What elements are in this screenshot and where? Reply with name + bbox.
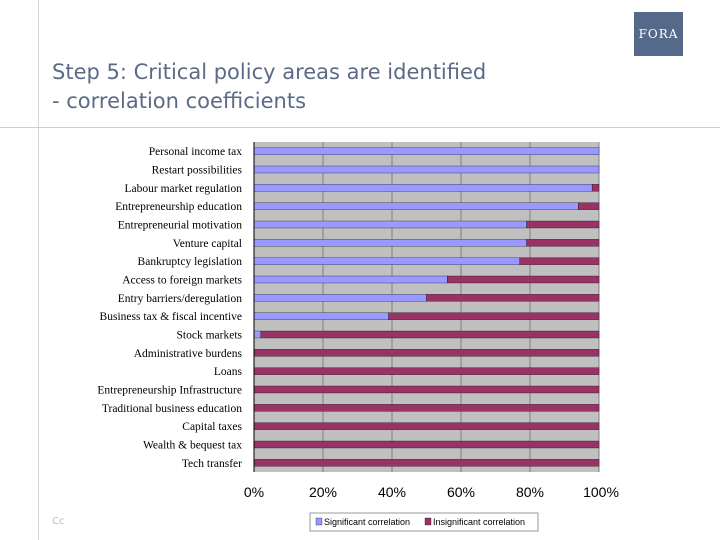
category-label-17: Tech transfer xyxy=(182,458,242,470)
left-divider xyxy=(38,0,39,540)
category-label-15: Capital taxes xyxy=(182,421,242,433)
bar-insignificant-6 xyxy=(519,257,600,265)
category-label-10: Stock markets xyxy=(177,330,243,342)
bar-insignificant-10 xyxy=(260,330,600,339)
bar-significant-5 xyxy=(253,239,527,247)
bar-significant-6 xyxy=(253,257,520,265)
bar-insignificant-13 xyxy=(253,385,600,394)
x-tick-label-4: 80% xyxy=(516,484,544,500)
footer-text: Cc xyxy=(52,516,65,527)
bar-insignificant-15 xyxy=(253,422,600,430)
bar-insignificant-14 xyxy=(253,404,600,412)
bar-insignificant-8 xyxy=(426,294,600,302)
bar-significant-3 xyxy=(253,202,579,210)
category-label-7: Access to foreign markets xyxy=(122,275,242,287)
bar-insignificant-16 xyxy=(253,440,600,449)
x-tick-label-2: 40% xyxy=(378,484,406,500)
category-label-8: Entry barriers/deregulation xyxy=(118,293,242,305)
category-label-1: Restart possibilities xyxy=(152,165,243,177)
category-label-5: Venture capital xyxy=(173,238,242,250)
bar-significant-7 xyxy=(253,275,448,284)
x-tick-label-3: 60% xyxy=(447,484,475,500)
legend-box xyxy=(309,512,539,532)
category-label-4: Entrepreneurial motivation xyxy=(118,220,242,232)
category-label-14: Traditional business education xyxy=(102,403,242,415)
legend-swatch-insignificant xyxy=(424,517,432,526)
bar-significant-10 xyxy=(253,330,262,339)
bar-insignificant-9 xyxy=(388,312,600,320)
bar-insignificant-4 xyxy=(526,220,600,229)
category-label-13: Entrepreneurship Infrastructure xyxy=(97,385,242,397)
bar-significant-0 xyxy=(253,147,600,155)
x-tick-label-1: 20% xyxy=(309,484,337,500)
bar-insignificant-7 xyxy=(447,275,600,284)
page-title-line-2: - correlation coefficients xyxy=(52,89,307,113)
legend-label-significant: Significant correlation xyxy=(324,517,410,527)
bar-insignificant-2 xyxy=(591,184,600,192)
category-label-11: Administrative burdens xyxy=(134,348,243,360)
page-title-line-1: Step 5: Critical policy areas are identi… xyxy=(52,60,487,84)
category-label-16: Wealth & bequest tax xyxy=(143,440,242,452)
plot-area xyxy=(254,142,599,472)
category-label-3: Entrepreneurship education xyxy=(115,201,242,213)
fora-logo: FORA xyxy=(634,12,683,56)
legend-label-insignificant: Insignificant correlation xyxy=(433,517,525,527)
category-label-2: Labour market regulation xyxy=(124,183,242,195)
category-label-12: Loans xyxy=(214,366,243,378)
page-title: Step 5: Critical policy areas are identi… xyxy=(52,58,612,116)
legend-swatch-significant xyxy=(315,517,323,526)
bar-insignificant-5 xyxy=(526,239,600,247)
category-label-9: Business tax & fiscal incentive xyxy=(100,311,242,323)
category-label-0: Personal income tax xyxy=(149,146,243,158)
bar-significant-9 xyxy=(253,312,389,320)
bar-insignificant-11 xyxy=(253,349,600,357)
bar-insignificant-12 xyxy=(253,367,600,375)
bar-significant-1 xyxy=(253,165,600,174)
title-divider xyxy=(0,127,720,128)
category-label-6: Bankruptcy legislation xyxy=(138,256,243,268)
bar-significant-2 xyxy=(253,184,593,192)
x-tick-label-5: 100% xyxy=(583,484,619,500)
x-tick-label-0: 0% xyxy=(244,484,264,500)
bar-significant-8 xyxy=(253,294,427,302)
bar-insignificant-3 xyxy=(578,202,600,210)
bar-insignificant-17 xyxy=(253,459,600,467)
bar-significant-4 xyxy=(253,220,527,229)
